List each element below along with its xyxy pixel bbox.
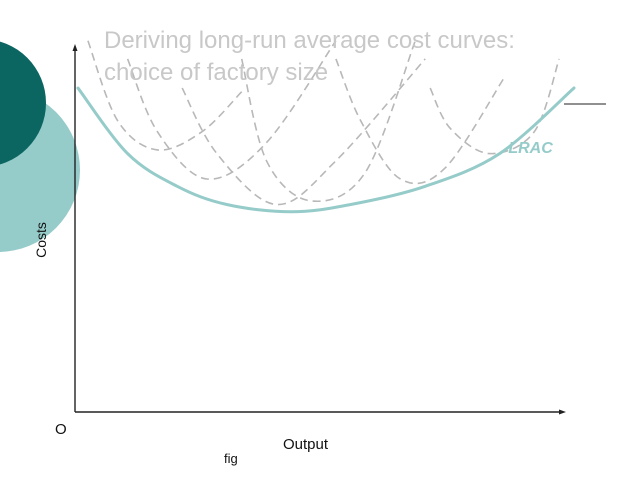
lrac-curve — [76, 86, 576, 214]
sratc-curve — [126, 40, 337, 180]
slide-decoration — [0, 41, 606, 252]
sratc-curve — [335, 58, 506, 185]
sratc-curve — [181, 58, 426, 206]
slide-title-line-2: choice of factory size — [104, 59, 329, 86]
sratc-curve — [429, 58, 560, 155]
sratc-curve — [87, 40, 243, 151]
curves-group — [76, 40, 576, 214]
slide-title-line-1: Deriving long-run average cost curves: — [104, 27, 515, 54]
x-axis-label: Output — [283, 436, 329, 453]
sratc-curve — [240, 40, 417, 203]
figure-caption: fig — [224, 451, 238, 466]
plot-area: LRAC — [72, 40, 576, 415]
origin-label: O — [55, 421, 67, 438]
decoration-circle-dark — [0, 41, 46, 165]
y-axis-label: Costs — [33, 222, 49, 258]
x-axis-arrow — [559, 409, 566, 415]
lrac-label: LRAC — [508, 140, 553, 157]
y-axis-arrow — [72, 44, 78, 51]
axes — [72, 44, 566, 415]
